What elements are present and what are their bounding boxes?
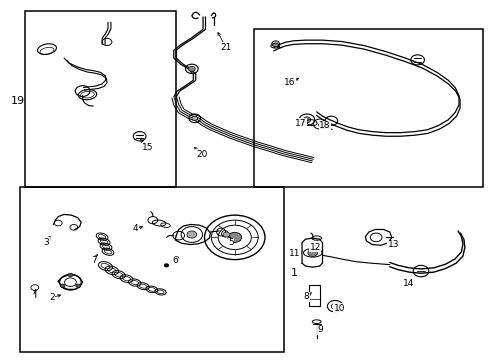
Text: 20: 20 [196,150,207,159]
Text: 2: 2 [49,293,55,302]
Text: 6: 6 [172,256,177,265]
Circle shape [60,284,65,288]
Circle shape [76,284,81,288]
Text: 17: 17 [295,119,306,128]
Text: 9: 9 [317,325,322,334]
Circle shape [307,249,317,256]
Circle shape [271,41,279,46]
Circle shape [186,231,196,238]
Bar [254,30,483,187]
Text: 5: 5 [227,238,233,247]
Circle shape [68,273,73,277]
Text: 16: 16 [284,78,295,87]
Text: 7: 7 [91,256,97,265]
Text: 4: 4 [133,224,138,233]
Bar [308,285,319,306]
Text: 11: 11 [288,249,299,258]
Text: 21: 21 [220,43,231,52]
Circle shape [163,264,168,267]
Text: 10: 10 [333,304,345,313]
Text: 8: 8 [303,292,309,301]
Text: 19: 19 [10,96,24,106]
Text: 14: 14 [402,279,414,288]
Text: 3: 3 [43,238,49,247]
Text: 13: 13 [386,240,398,249]
Bar [25,12,176,187]
Text: 18: 18 [319,121,330,130]
Bar [20,187,283,352]
Text: 15: 15 [142,143,153,152]
Circle shape [223,232,229,237]
Circle shape [227,232,241,242]
Text: 1: 1 [290,268,297,278]
Circle shape [188,66,195,71]
Text: 12: 12 [309,243,320,252]
Circle shape [303,117,310,123]
Circle shape [191,116,197,121]
